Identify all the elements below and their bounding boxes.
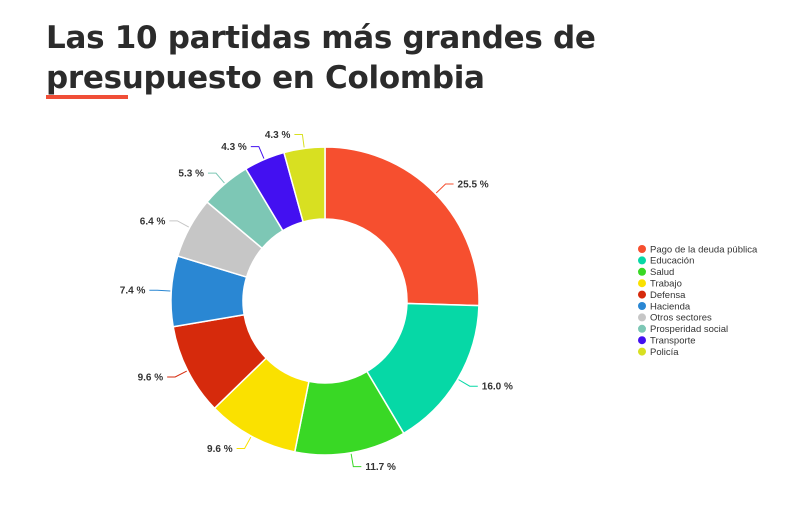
legend-item-prosperidad-social[interactable]: Prosperidad social bbox=[650, 324, 728, 335]
leader-line-policia bbox=[294, 134, 305, 148]
legend-item-pago-de-la-deuda-publica[interactable]: Pago de la deuda pública bbox=[650, 244, 758, 255]
data-label-trabajo: 9.6 % bbox=[207, 444, 233, 455]
legend-swatch-educacion bbox=[638, 256, 646, 265]
slice-policia[interactable] bbox=[283, 146, 326, 223]
legend-item-educacion[interactable]: Educación bbox=[650, 256, 694, 267]
chart-data-labels: 25.5 % 16.0 % 11.7 % 9.6 % 9.6 % 7.4 % 6.4 % 5.… bbox=[120, 130, 513, 473]
data-label-prosperidad-social: 5.3 % bbox=[178, 169, 204, 180]
legend-item-hacienda[interactable]: Hacienda bbox=[650, 301, 691, 312]
legend-swatch-prosperidad-social bbox=[638, 324, 646, 333]
legend-swatch-hacienda bbox=[638, 302, 646, 310]
legend-swatch-transporte bbox=[638, 336, 646, 345]
legend-item-trabajo[interactable]: Trabajo bbox=[650, 279, 682, 290]
data-label-defensa: 9.6 % bbox=[138, 372, 164, 383]
leader-line-defensa bbox=[167, 370, 187, 378]
legend-swatch-otros-sectores bbox=[638, 313, 646, 322]
leader-line-prosperidad-social bbox=[207, 172, 225, 184]
legend-item-transporte[interactable]: Transporte bbox=[650, 336, 696, 347]
chart-legend: Pago de la deuda públicaEducaciónSaludTr… bbox=[638, 244, 758, 358]
legend-swatch-policia bbox=[638, 347, 646, 356]
legend-swatch-salud bbox=[638, 267, 646, 276]
legend-item-defensa[interactable]: Defensa bbox=[650, 290, 686, 301]
legend-item-policia[interactable]: Policía bbox=[650, 347, 679, 358]
legend-swatch-pago-de-la-deuda-publica bbox=[638, 245, 646, 253]
legend-swatch-trabajo bbox=[638, 279, 646, 288]
leader-line-hacienda bbox=[149, 289, 171, 292]
data-label-otros-sectores: 6.4 % bbox=[140, 216, 166, 227]
leader-line-trabajo bbox=[236, 436, 252, 450]
legend-swatch-defensa bbox=[638, 290, 646, 299]
chart-slices bbox=[170, 146, 480, 456]
leader-line-otros-sectores bbox=[169, 220, 190, 228]
data-label-transporte: 4.3 % bbox=[221, 142, 247, 153]
slice-pago-de-la-deuda-publica[interactable] bbox=[324, 146, 480, 307]
data-label-hacienda: 7.4 % bbox=[120, 286, 146, 297]
leader-line-educacion bbox=[458, 379, 478, 387]
leader-line-transporte bbox=[250, 146, 265, 159]
legend-item-salud[interactable]: Salud bbox=[650, 267, 674, 278]
data-label-policia: 4.3 % bbox=[265, 130, 291, 141]
chart-leader-lines bbox=[149, 134, 478, 468]
data-label-educacion: 16.0 % bbox=[482, 382, 513, 393]
data-label-pago-de-la-deuda-publica: 25.5 % bbox=[458, 179, 489, 190]
page-title: Las 10 partidas más grandes de presupues… bbox=[46, 20, 596, 96]
leader-line-salud bbox=[350, 453, 362, 468]
data-label-salud: 11.7 % bbox=[365, 462, 396, 473]
leader-line-pago-de-la-deuda-publica bbox=[435, 183, 454, 194]
legend-item-otros-sectores[interactable]: Otros sectores bbox=[650, 313, 712, 324]
title-underline bbox=[46, 95, 128, 99]
